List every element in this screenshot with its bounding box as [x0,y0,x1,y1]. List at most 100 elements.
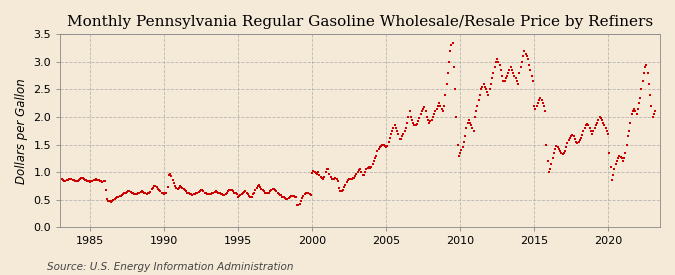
Point [296,199,306,204]
Point [178,186,189,191]
Point [126,190,137,195]
Point [303,191,314,195]
Point [348,175,359,180]
Point [580,123,591,128]
Point [464,120,475,125]
Point [382,144,393,148]
Point [294,201,305,206]
Point [604,151,615,155]
Point [221,190,232,195]
Point [190,191,201,195]
Point [111,196,122,200]
Point [458,140,469,144]
Point [409,123,420,128]
Point [536,98,547,103]
Point [470,115,481,119]
Point [463,117,474,122]
Point [214,191,225,195]
Point [528,79,539,83]
Point [124,189,135,194]
Point [585,126,595,130]
Point [291,195,302,200]
Point [150,184,161,188]
Point [440,93,451,97]
Point [645,93,655,97]
Point [546,162,557,166]
Point [477,84,488,89]
Point [608,173,618,177]
Point [595,116,606,120]
Point [425,119,436,123]
Point [284,196,294,200]
Point [614,153,624,158]
Point [212,190,223,194]
Point [147,185,158,190]
Point [345,177,356,182]
Point [119,191,130,195]
Point [314,173,325,177]
Point [181,189,192,194]
Point [135,190,146,194]
Point [208,190,219,195]
Point [218,192,229,197]
Point [312,172,323,177]
Point [313,169,323,174]
Point [491,57,502,61]
Point [549,151,560,155]
Point [621,142,632,147]
Point [177,185,188,190]
Point [488,71,499,75]
Point [396,137,406,141]
Point [71,179,82,184]
Point [591,123,601,128]
Point [220,191,231,196]
Point [57,178,68,183]
Point [495,68,506,72]
Point [392,129,402,133]
Point [273,191,284,196]
Point [443,60,454,64]
Point [547,156,558,161]
Point [103,199,114,203]
Point [205,192,215,196]
Point [176,185,187,189]
Point [305,193,316,197]
Point [211,189,221,194]
Point [612,159,622,163]
Point [433,104,443,108]
Point [579,126,590,130]
Point [235,193,246,197]
Point [514,71,524,75]
Point [133,191,144,195]
Point [348,176,358,180]
Point [292,203,302,207]
Point [574,138,585,142]
Point [624,129,634,133]
Point [342,178,353,182]
Point [104,199,115,204]
Point [229,190,240,195]
Point [455,151,466,155]
Point [80,178,90,182]
Point [393,131,404,136]
Point [418,106,429,111]
Point [498,79,509,83]
Point [564,138,574,142]
Point [373,147,384,151]
Point [557,152,568,157]
Point [460,134,470,139]
Point [232,191,242,196]
Point [82,179,93,183]
Point [65,177,76,181]
Point [508,71,518,75]
Point [263,190,274,195]
Point [134,190,144,195]
Point [378,142,389,147]
Point [140,191,151,195]
Point [500,76,511,81]
Point [594,115,605,119]
Point [318,177,329,182]
Point [196,188,207,192]
Point [199,190,210,195]
Point [128,191,138,195]
